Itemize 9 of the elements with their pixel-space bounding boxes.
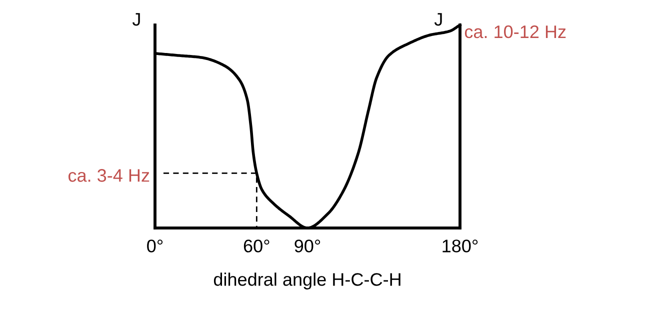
x-axis-title: dihedral angle H-C-C-H [214,272,400,290]
y-axis-title: J [132,13,140,26]
x-tick-label: 180° [442,240,478,252]
annotation: ca. 10-12 Hz [464,25,566,38]
x-tick-label: 60° [244,240,270,252]
x-tick-label: 90° [294,240,320,252]
text: ca. 3-4 Hz [68,169,150,182]
y2-axis-title: J [434,13,442,26]
x-tick-label: 0° [147,240,163,252]
